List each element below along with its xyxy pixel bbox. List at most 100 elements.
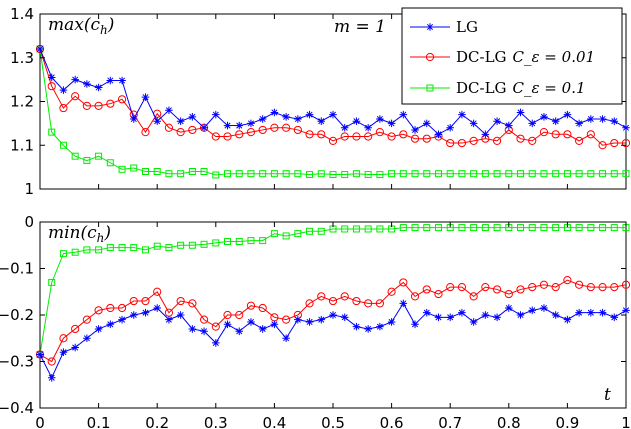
max-square-marker [517, 170, 525, 178]
min-square-marker [177, 241, 185, 249]
max-star-marker [94, 83, 103, 92]
max-square-marker [376, 171, 384, 179]
min-circle-marker [223, 310, 232, 320]
min-circle-marker [586, 283, 595, 292]
max-star-marker [411, 126, 419, 134]
max-square-marker [224, 170, 232, 178]
min-series-line [39, 227, 626, 355]
min-circle-marker [539, 280, 549, 289]
min-square-marker [493, 224, 501, 232]
min-star-marker [94, 325, 103, 333]
legend-entry: LG [410, 18, 478, 36]
max-star-marker [575, 119, 583, 128]
min-square-marker [364, 225, 372, 233]
max-square-marker [458, 170, 466, 178]
max-circle-marker [270, 123, 279, 132]
min-circle-marker [551, 283, 560, 292]
legend-label-main: DC-LG [456, 48, 507, 66]
min-star-marker [458, 308, 466, 317]
min-circle-marker [457, 283, 467, 292]
min-panel: −0.4 −0.3 −0.2 −0.1 0 0 0.1 0.2 0.3 0.4 0.5 0.6 0.7 0… [0, 213, 631, 429]
max-square-marker [552, 170, 560, 178]
max-star-marker [376, 115, 384, 123]
min-circle-marker [528, 283, 537, 292]
max-circle-marker [610, 138, 619, 148]
min-star-marker [587, 308, 595, 317]
xtick-label: 0.4 [262, 414, 286, 429]
min-star-marker [376, 322, 384, 331]
min-circle-marker [153, 287, 162, 296]
min-circle-marker [364, 299, 373, 308]
min-star-marker [165, 315, 173, 324]
max-circle-marker [352, 132, 361, 141]
max-circle-marker [317, 130, 326, 139]
min-ytick-label: −0.1 [0, 260, 34, 278]
max-circle-marker [563, 130, 572, 139]
min-square-marker [247, 237, 255, 245]
xtick-label: 1 [621, 414, 631, 429]
max-ytick-label: 1.1 [10, 136, 34, 154]
min-circle-marker [504, 289, 513, 299]
min-star-marker [505, 304, 513, 312]
max-square-marker [493, 170, 501, 178]
max-star-marker [458, 110, 466, 119]
max-panel-label: max(ch) [48, 15, 114, 37]
max-circle-marker [457, 138, 467, 148]
max-star-marker [434, 130, 443, 139]
min-star-marker [153, 304, 161, 312]
min-square-marker [411, 224, 419, 232]
min-square-marker [106, 244, 114, 252]
min-star-marker [71, 343, 79, 352]
min-label-subscript: h [97, 231, 105, 245]
min-circle-marker [246, 301, 256, 310]
min-square-marker [259, 237, 267, 245]
max-star-marker [422, 119, 431, 128]
max-circle-marker [106, 99, 115, 108]
max-circle-marker [598, 141, 607, 150]
max-circle-marker [551, 130, 560, 139]
max-circle-marker [59, 103, 68, 113]
max-circle-marker [282, 123, 291, 132]
min-star-marker [294, 315, 302, 324]
min-square-marker [200, 240, 208, 248]
min-square-marker [235, 238, 243, 246]
max-series-square [36, 45, 630, 179]
max-star-marker [563, 110, 572, 119]
min-star-marker [47, 373, 56, 382]
max-circle-marker [399, 130, 408, 139]
max-square-marker [364, 171, 372, 179]
legend-entry: DC-LG C_ε = 0.01 [410, 48, 595, 66]
min-star-marker [282, 334, 290, 343]
max-square-marker [95, 152, 103, 160]
legend-label-main: LG [456, 18, 478, 36]
max-star-marker [188, 113, 197, 121]
min-circle-marker [434, 289, 443, 299]
min-circle-marker [82, 315, 91, 324]
min-star-marker [305, 318, 314, 326]
max-square-marker [83, 157, 91, 165]
max-star-marker [282, 113, 290, 121]
max-ytick-label: 1 [24, 180, 34, 198]
max-star-marker [223, 121, 232, 130]
max-star-marker [505, 121, 513, 130]
min-star-marker [563, 315, 572, 324]
max-square-marker [563, 170, 571, 178]
min-star-marker [387, 318, 396, 326]
max-star-marker [294, 115, 302, 123]
min-circle-marker [317, 292, 326, 301]
min-star-marker [235, 327, 244, 336]
max-circle-marker [188, 125, 197, 135]
min-circle-marker [141, 296, 150, 306]
min-star-marker [188, 325, 197, 333]
min-square-marker [587, 224, 595, 232]
min-star-marker [551, 311, 560, 319]
max-circle-marker [586, 130, 595, 139]
min-square-marker [59, 250, 67, 258]
min-square-marker [153, 242, 161, 250]
min-label-prefix: min(c [48, 223, 97, 243]
max-star-marker [551, 117, 560, 125]
max-square-marker [177, 170, 185, 178]
min-series-star [36, 299, 630, 382]
xtick-label: 0.5 [321, 414, 345, 429]
min-circle-marker [211, 322, 220, 331]
